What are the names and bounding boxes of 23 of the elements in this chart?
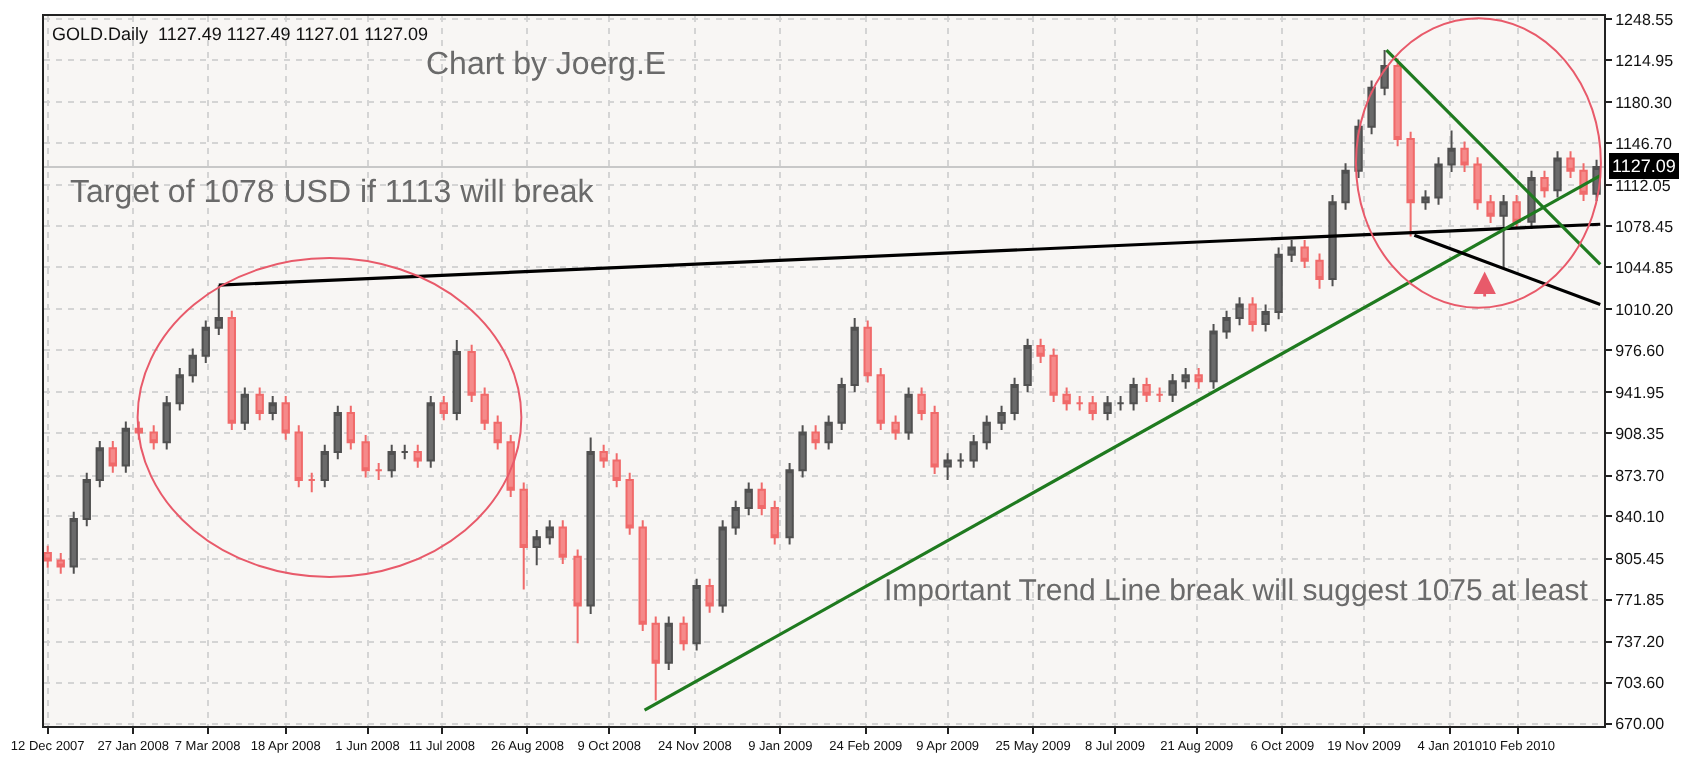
ref-line-label: 1127.09 <box>1612 156 1676 176</box>
y-tick-label: 908.35 <box>1615 424 1666 443</box>
y-tick-label: 1010.20 <box>1615 300 1675 319</box>
y-tick-label: 840.10 <box>1615 508 1666 526</box>
y-tick-label: 976.60 <box>1615 341 1666 360</box>
annotation: Important Trend Line break will suggest 1075 at least <box>884 574 1590 608</box>
annotation: Target of 1078 USD if 1113 will break <box>70 176 596 210</box>
y-tick-label: 1078.45 <box>1615 217 1675 236</box>
y-tick-label: 805.45 <box>1615 550 1666 569</box>
y-tick-label: 1044.85 <box>1615 258 1675 277</box>
y-tick-label: 670.00 <box>1615 715 1666 734</box>
y-tick-label: 1180.30 <box>1615 93 1673 112</box>
y-tick-label: 1112.05 <box>1615 176 1672 195</box>
y-tick-label: 1248.55 <box>1615 10 1675 29</box>
y-tick-label: 737.20 <box>1615 633 1666 652</box>
y-tick-label: 941.95 <box>1615 383 1666 402</box>
y-tick-label: 873.70 <box>1615 467 1666 486</box>
annotation: Chart by Joerg.E <box>426 48 667 82</box>
y-tick-label: 1146.70 <box>1615 134 1673 153</box>
y-tick-label: 1214.95 <box>1615 51 1675 70</box>
y-tick-label: 771.85 <box>1615 591 1666 610</box>
y-tick-label: 703.60 <box>1615 674 1666 693</box>
annotation: GOLD.Daily 1127.49 1127.49 1127.01 1127.09 <box>52 24 428 44</box>
